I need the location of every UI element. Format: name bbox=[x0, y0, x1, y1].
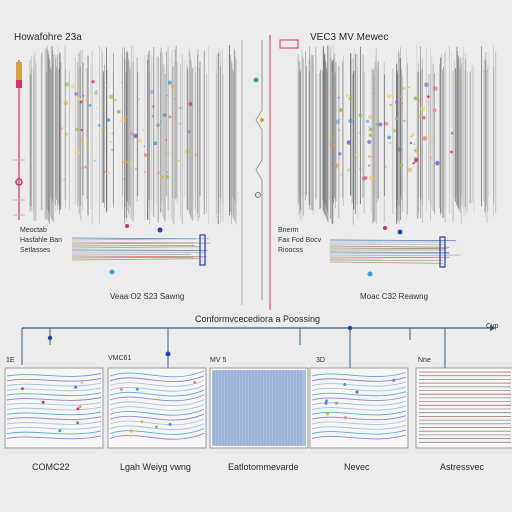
left-label-3: Setlasses bbox=[20, 247, 51, 254]
left-panel-title: Howafohre 23a bbox=[14, 32, 82, 43]
tile-caption-1: COMC22 bbox=[32, 462, 70, 472]
tile-caption-5: Astressvec bbox=[440, 462, 485, 472]
right-panel-caption: Moac C32 Reawng bbox=[360, 292, 429, 301]
right-label-2: Fax Fod Bocv bbox=[278, 237, 322, 244]
center-connector bbox=[241, 35, 299, 310]
left-line-plot bbox=[71, 224, 210, 275]
right-panel-title: VEC3 MV Mewec bbox=[310, 32, 389, 43]
right-spectrogram bbox=[297, 45, 497, 225]
tile-tag-3: MV 5 bbox=[210, 357, 227, 364]
process-title: Conformvcecediora a Poossing bbox=[195, 314, 321, 324]
left-label-2: Hasfahle Ban bbox=[20, 237, 63, 244]
tile-caption-3: Eatlotommevarde bbox=[228, 462, 299, 472]
tile-tag-4: 3D bbox=[316, 357, 325, 364]
left-panel-caption: Veaa O2 S23 Sawng bbox=[110, 292, 185, 301]
tile-tag-1: 1E bbox=[6, 357, 15, 364]
left-spectrogram bbox=[29, 45, 237, 225]
right-label-3: Rioocss bbox=[278, 247, 303, 254]
tile-row bbox=[4, 367, 512, 449]
process-arrow-label: Cyp bbox=[486, 323, 499, 330]
left-label-1: Meoctab bbox=[20, 227, 47, 234]
tile-caption-2: Lgah Weiyg vwng bbox=[120, 462, 191, 472]
tile-tag-5: Nne bbox=[418, 357, 431, 364]
tile-caption-4: Nevec bbox=[344, 462, 370, 472]
tile-tag-2: VMC61 bbox=[108, 355, 132, 362]
process-bus bbox=[21, 325, 496, 381]
right-line-plot bbox=[329, 226, 460, 277]
right-label-1: Bnerm bbox=[278, 227, 299, 234]
left-slider[interactable] bbox=[13, 60, 25, 220]
